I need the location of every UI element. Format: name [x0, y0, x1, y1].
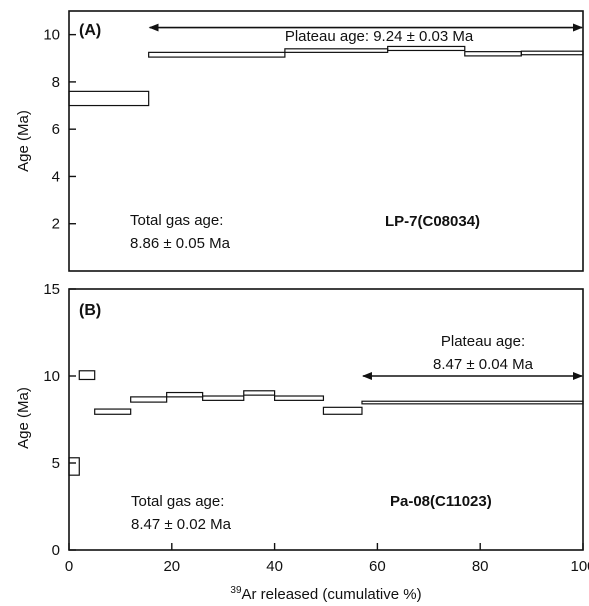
y-tick-label: 4: [52, 168, 60, 185]
panel-a-plateau-label: Plateau age: 9.24 ± 0.03 Ma: [285, 28, 474, 45]
x-axis-title: 39Ar released (cumulative %): [230, 585, 421, 603]
age-step-box: [68, 90, 150, 107]
panel-b-y-axis-title: Age (Ma): [15, 387, 32, 449]
x-tick-label: 40: [266, 558, 283, 575]
panel-a-frame: [68, 10, 584, 272]
age-step-box: [361, 400, 584, 405]
panel-b: (B) 0 5 10 15 0 20 40 60 80 100 Plateau age: 8.47…: [15, 281, 589, 603]
panel-a: (A) 2 4 6 8 10 Plateau age: 9.24 ± 0.03 Ma T…: [15, 10, 584, 272]
y-tick-label: 15: [43, 281, 60, 298]
x-tick-label: 80: [472, 558, 489, 575]
y-tick-label: 8: [52, 74, 60, 91]
x-axis-title-superscript: 39: [230, 585, 242, 596]
age-step-box: [202, 395, 245, 401]
age-step-box: [130, 396, 168, 403]
age-step-box: [148, 51, 286, 58]
panel-b-plateau-value: 8.47 ± 0.04 Ma: [433, 356, 534, 373]
age-step-box: [94, 408, 132, 415]
age-step-box: [274, 395, 325, 401]
x-axis-title-text: Ar released (cumulative %): [242, 586, 422, 603]
age-step-box: [78, 370, 96, 381]
age-step-box: [166, 391, 204, 398]
panel-b-axis-ticks: 0 5 10 15 0 20 40 60 80 100: [43, 281, 589, 575]
panel-a-age-spectrum: [68, 45, 584, 107]
panel-a-y-ticks: 2 4 6 8 10: [43, 27, 76, 233]
panel-b-label: (B): [79, 302, 101, 319]
panel-a-y-axis-title: Age (Ma): [15, 110, 32, 172]
y-tick-label: 10: [43, 27, 60, 44]
y-tick-label: 2: [52, 216, 60, 233]
panel-b-age-spectrum: [68, 370, 584, 476]
x-tick-label: 100: [570, 558, 589, 575]
panel-a-total-gas-value: 8.86 ± 0.05 Ma: [130, 235, 231, 252]
age-step-box: [243, 390, 276, 396]
y-tick-label: 0: [52, 542, 60, 559]
y-tick-label: 5: [52, 455, 60, 472]
panel-a-label: (A): [79, 22, 101, 39]
panel-a-sample-id: LP-7(C08034): [385, 213, 480, 230]
age-step-box: [464, 51, 522, 57]
age-step-box: [322, 406, 363, 415]
panel-b-plateau-label: Plateau age:: [441, 333, 525, 350]
age-step-box: [68, 457, 80, 476]
y-tick-label: 6: [52, 121, 60, 138]
age-step-box: [284, 48, 389, 53]
x-tick-label: 0: [65, 558, 73, 575]
panel-b-total-gas-label: Total gas age:: [131, 493, 224, 510]
age-step-box: [387, 45, 466, 52]
panel-b-total-gas-value: 8.47 ± 0.02 Ma: [131, 516, 232, 533]
y-tick-label: 10: [43, 368, 60, 385]
x-tick-label: 20: [163, 558, 180, 575]
panel-b-frame: [68, 288, 584, 551]
panel-a-total-gas-label: Total gas age:: [130, 212, 223, 229]
x-tick-label: 60: [369, 558, 386, 575]
age-step-box: [520, 50, 584, 56]
panel-b-sample-id: Pa-08(C11023): [390, 493, 492, 510]
